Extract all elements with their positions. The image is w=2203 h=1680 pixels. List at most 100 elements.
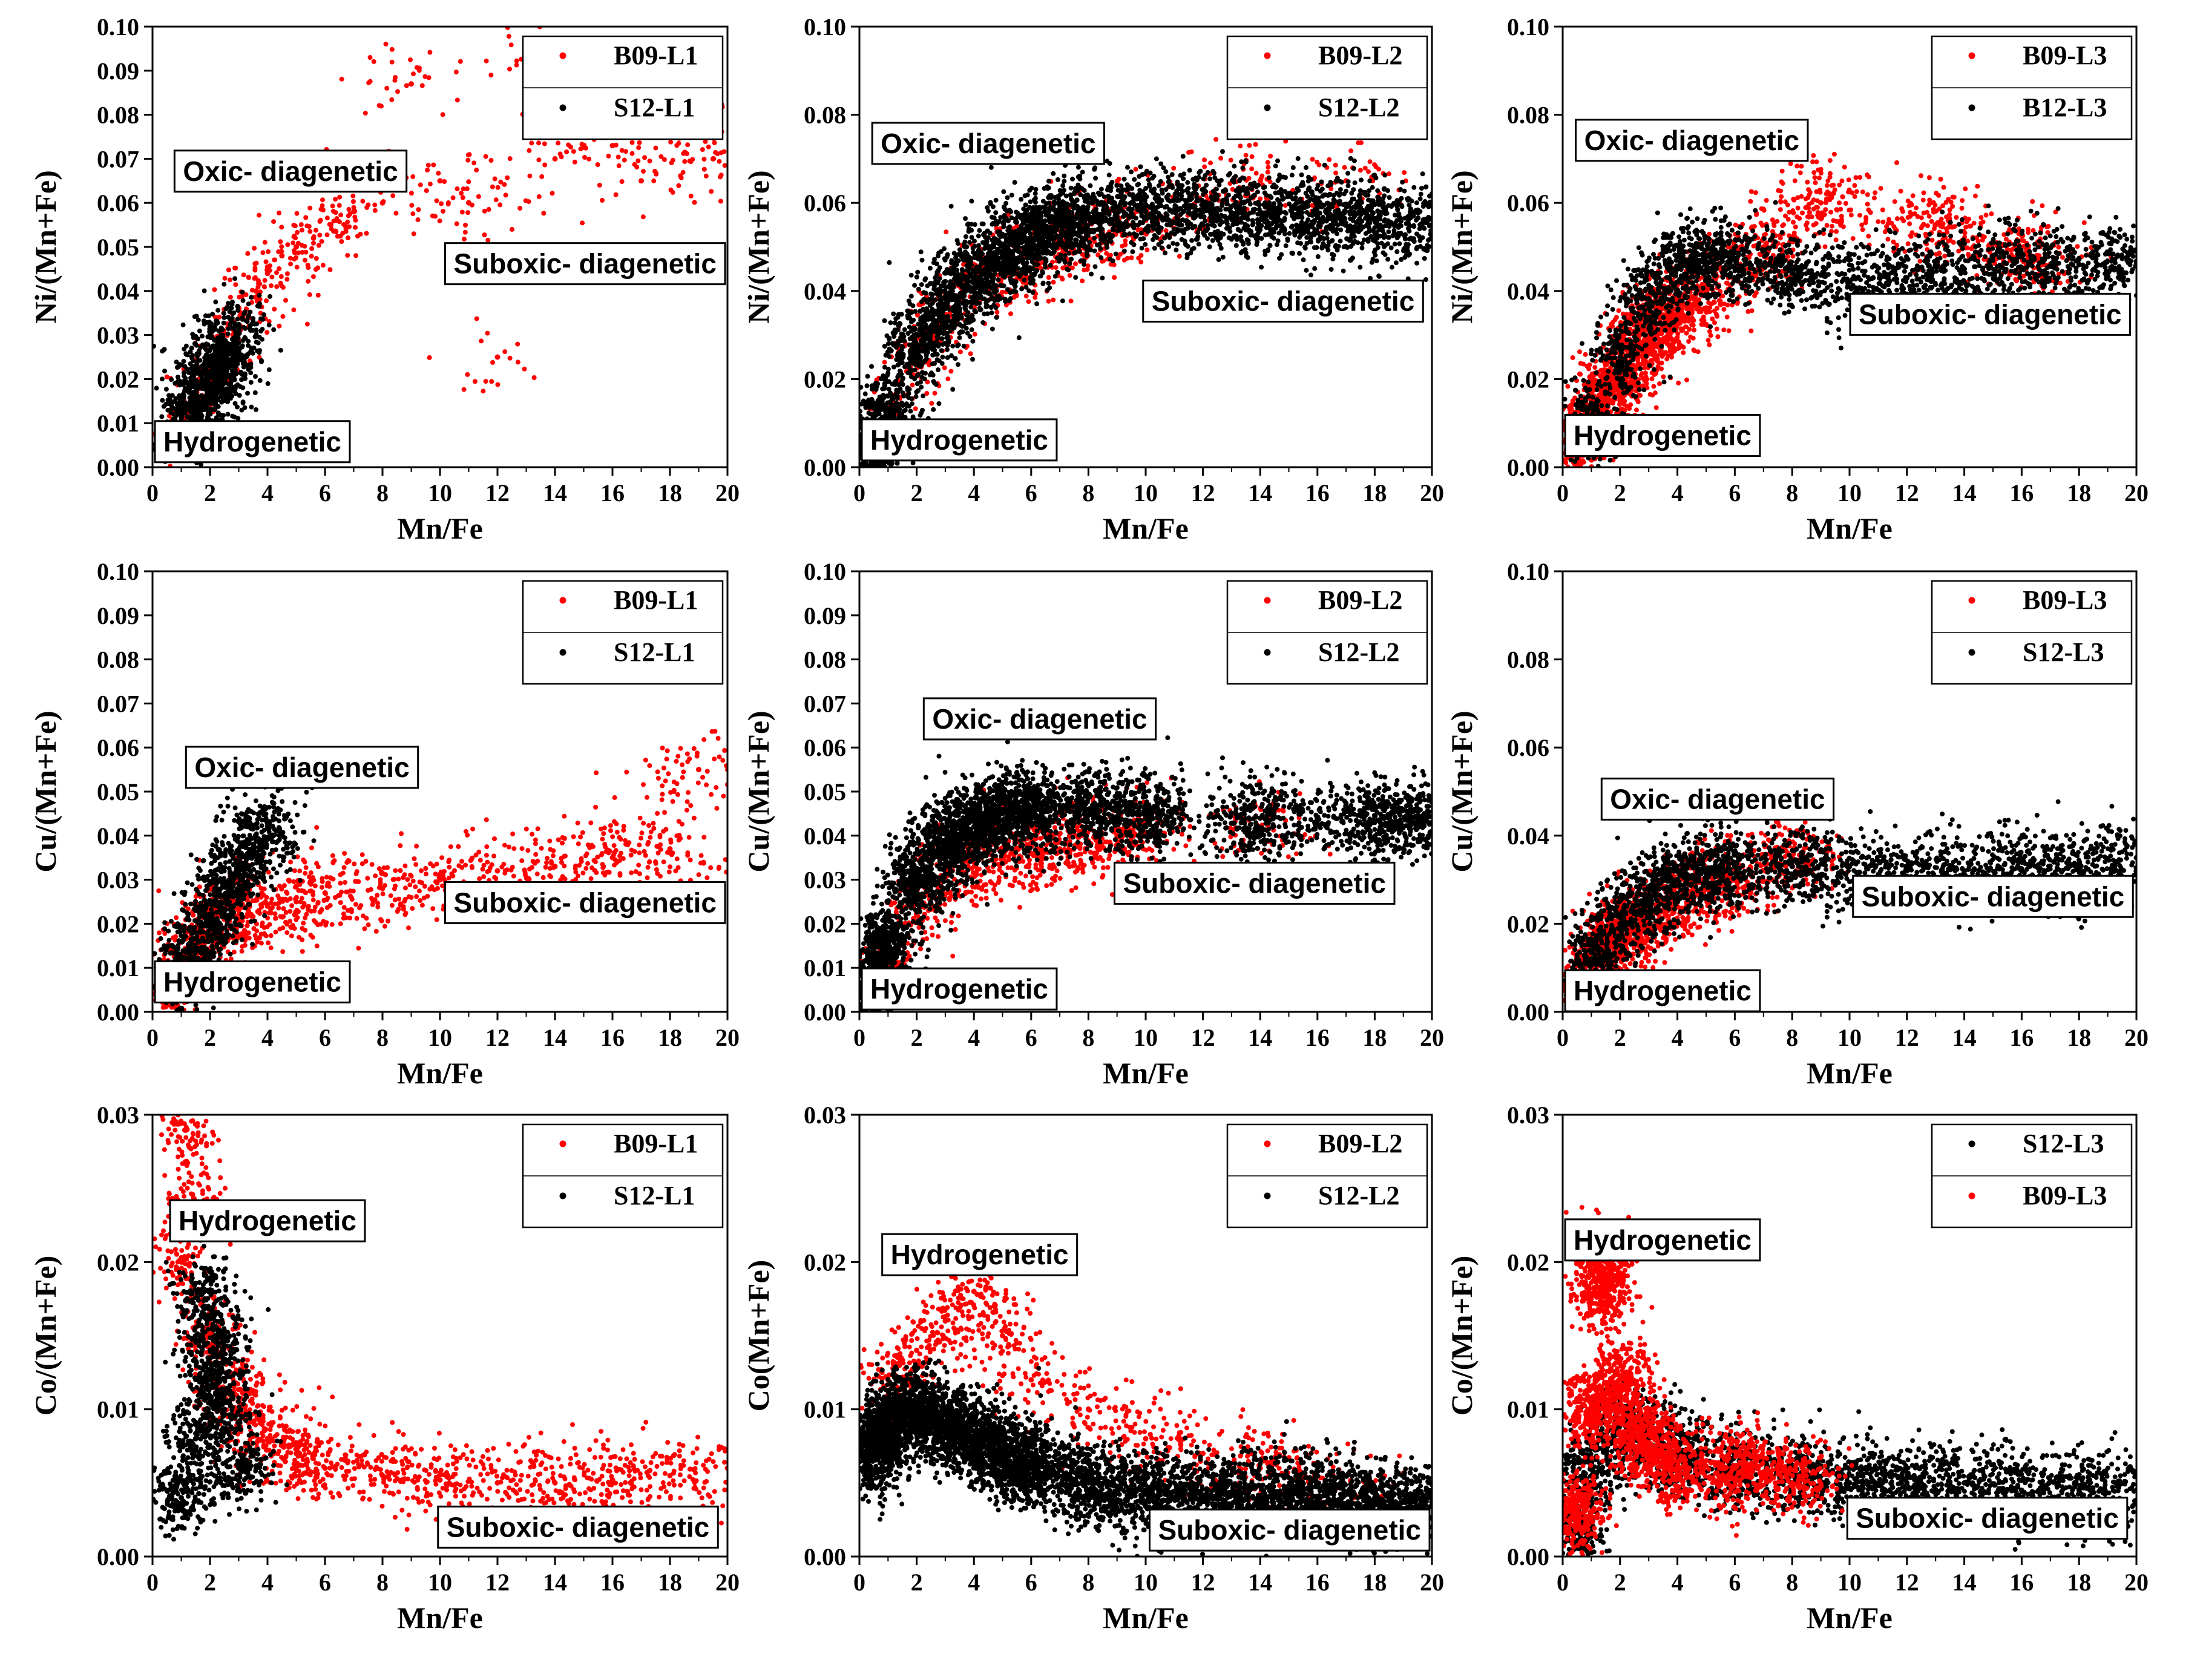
data-point	[718, 172, 724, 178]
data-point	[1046, 298, 1051, 304]
data-point	[389, 59, 395, 65]
data-point	[389, 97, 395, 102]
data-point	[314, 256, 319, 261]
data-point	[1112, 200, 1117, 206]
y-axis-title: Ni/(Mn+Fe)	[28, 170, 62, 323]
x-tick-label: 0	[146, 479, 159, 507]
data-point	[721, 149, 727, 154]
data-point	[190, 411, 195, 416]
data-point	[320, 208, 326, 212]
data-point	[1023, 281, 1029, 286]
data-point	[1248, 182, 1253, 187]
data-point	[681, 151, 686, 156]
data-point	[1384, 211, 1390, 216]
data-point	[262, 284, 267, 290]
data-point	[205, 376, 210, 381]
data-point	[916, 286, 921, 292]
data-point	[669, 160, 674, 165]
data-point	[637, 140, 642, 145]
data-point	[905, 385, 910, 390]
data-point	[581, 145, 586, 150]
data-point	[571, 149, 576, 154]
data-point	[913, 394, 919, 399]
data-point	[300, 249, 305, 255]
data-point	[539, 174, 545, 179]
data-point	[260, 327, 265, 332]
data-point	[559, 154, 564, 160]
data-point	[310, 274, 316, 280]
data-point	[1166, 174, 1171, 180]
data-point	[303, 215, 309, 220]
data-point	[222, 281, 227, 287]
data-point	[295, 240, 301, 246]
data-point	[220, 378, 226, 383]
data-point	[1344, 188, 1349, 194]
data-point	[483, 379, 488, 384]
data-point	[203, 352, 209, 358]
data-point	[926, 341, 931, 347]
data-point	[680, 169, 686, 175]
data-point	[1418, 191, 1423, 197]
data-point	[1317, 211, 1322, 216]
data-point	[202, 288, 207, 294]
data-point	[1218, 156, 1224, 161]
data-point	[196, 367, 202, 373]
data-point	[235, 355, 240, 360]
data-point	[1161, 165, 1166, 171]
data-point	[653, 145, 658, 151]
data-point	[476, 194, 481, 199]
data-point	[1159, 245, 1164, 251]
data-point	[1422, 199, 1428, 204]
data-point	[409, 81, 414, 87]
data-point	[709, 189, 714, 194]
data-point	[471, 160, 477, 166]
data-point	[283, 298, 288, 303]
data-point	[280, 284, 286, 290]
y-tick-label: 0.02	[97, 366, 139, 393]
data-point	[1156, 183, 1161, 188]
data-point	[542, 141, 547, 146]
data-point	[1345, 179, 1351, 185]
data-point	[1115, 255, 1121, 261]
data-point	[494, 354, 501, 360]
data-point	[1051, 297, 1056, 303]
data-point	[692, 200, 697, 205]
data-point	[454, 221, 459, 226]
data-point	[1265, 169, 1270, 175]
data-point	[886, 386, 891, 392]
data-point	[410, 211, 416, 217]
data-point	[1046, 275, 1051, 280]
data-point	[345, 252, 350, 258]
data-point	[431, 162, 436, 168]
data-point	[179, 363, 184, 368]
data-point	[1033, 191, 1038, 196]
data-point	[1266, 175, 1272, 180]
data-point	[884, 333, 890, 338]
data-point	[205, 364, 210, 369]
data-point	[967, 240, 973, 245]
data-point	[1218, 246, 1224, 251]
data-point	[639, 178, 644, 184]
data-point	[1356, 140, 1361, 145]
data-point	[229, 384, 234, 389]
data-point	[1274, 224, 1279, 229]
data-point	[1177, 254, 1182, 259]
data-point	[1304, 165, 1308, 170]
data-point	[188, 395, 193, 401]
data-point	[662, 157, 667, 162]
data-point	[682, 159, 688, 164]
data-point	[1268, 154, 1273, 159]
data-point	[1151, 237, 1155, 242]
data-point	[498, 179, 504, 185]
data-point	[1202, 232, 1207, 238]
data-point	[913, 309, 918, 314]
data-point	[194, 408, 199, 413]
data-point	[188, 379, 193, 384]
data-point	[422, 74, 428, 79]
data-point	[701, 157, 707, 162]
data-point	[1275, 158, 1280, 163]
data-point	[1275, 238, 1281, 243]
data-point	[887, 260, 892, 265]
data-point	[1121, 248, 1127, 254]
data-point	[572, 159, 577, 165]
